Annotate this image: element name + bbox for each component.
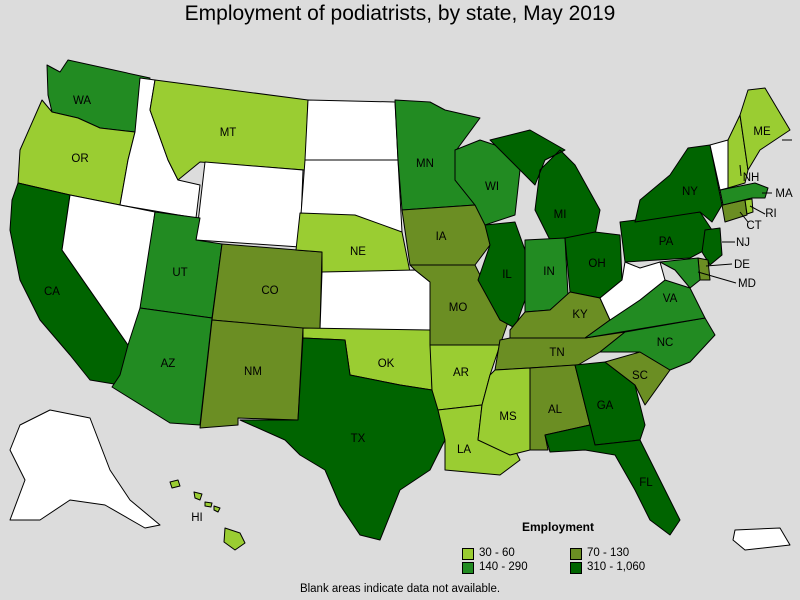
label-SC: SC <box>632 370 648 382</box>
label-RI: RI <box>765 208 777 220</box>
state-NY[interactable] <box>634 144 723 223</box>
label-PA: PA <box>659 236 674 248</box>
legend-swatch-4 <box>570 562 582 574</box>
label-IA: IA <box>436 231 447 243</box>
state-NJ[interactable] <box>701 227 723 266</box>
label-NH: NH <box>743 172 760 184</box>
label-FL: FL <box>639 477 653 489</box>
legend-swatch-2 <box>570 548 582 560</box>
label-leader-lines <box>697 139 792 284</box>
footnote: Blank areas indicate data not available. <box>299 583 501 595</box>
label-NJ: NJ <box>736 237 750 249</box>
legend-label-4: 310 - 1,060 <box>587 561 646 573</box>
state-HI[interactable] <box>169 479 246 551</box>
label-ME: ME <box>753 126 771 138</box>
label-AL: AL <box>548 404 563 416</box>
state-MD[interactable] <box>659 257 701 289</box>
legend-label-1: 30 - 60 <box>479 547 515 559</box>
label-MS: MS <box>499 411 517 423</box>
label-NC: NC <box>657 337 674 349</box>
state-KS[interactable] <box>319 269 431 331</box>
label-OR: OR <box>71 153 88 165</box>
label-IL: IL <box>502 269 512 281</box>
state-WI[interactable] <box>454 139 521 226</box>
label-MT: MT <box>220 127 237 139</box>
label-WI: WI <box>485 181 499 193</box>
label-DE: DE <box>734 259 750 271</box>
label-NM: NM <box>244 366 262 378</box>
state-MA[interactable] <box>719 182 769 206</box>
legend-label-2: 70 - 130 <box>587 547 630 559</box>
state-PR[interactable] <box>732 527 791 551</box>
state-FL[interactable] <box>544 424 681 536</box>
label-WA: WA <box>73 95 91 107</box>
label-MA: MA <box>775 188 793 200</box>
state-ME[interactable] <box>739 87 791 171</box>
state-ND[interactable] <box>304 99 399 161</box>
legend-swatch-1 <box>462 548 474 560</box>
label-MO: MO <box>449 302 468 314</box>
state-MI[interactable] <box>489 129 601 241</box>
legend-title: Employment <box>522 520 595 534</box>
label-HI: HI <box>191 512 203 524</box>
label-IN: IN <box>543 266 555 278</box>
state-SC[interactable] <box>604 351 671 406</box>
state-NC[interactable] <box>599 317 716 371</box>
label-CT: CT <box>746 220 761 232</box>
label-CA: CA <box>44 286 60 298</box>
legend: Employment 30 - 60 70 - 130 140 - 290 31… <box>462 518 702 578</box>
map-title: Employment of podiatrists, by state, May… <box>184 2 616 25</box>
state-labels: WA OR CA MT UT AZ CO NM NE OK TX MN IA M… <box>44 95 793 524</box>
legend-label-3: 140 - 290 <box>479 561 528 573</box>
label-NY: NY <box>682 186 698 198</box>
state-NH[interactable] <box>727 114 749 189</box>
state-WY[interactable] <box>195 161 304 248</box>
label-UT: UT <box>172 267 187 279</box>
state-TX[interactable] <box>239 337 446 541</box>
label-KY: KY <box>572 309 588 321</box>
label-AZ: AZ <box>161 358 176 370</box>
label-LA: LA <box>457 444 471 456</box>
label-MI: MI <box>554 209 567 221</box>
label-MD: MD <box>738 278 756 290</box>
label-CO: CO <box>261 285 278 297</box>
label-VA: VA <box>663 293 678 305</box>
label-GA: GA <box>597 400 614 412</box>
label-OH: OH <box>588 258 605 270</box>
label-MN: MN <box>416 158 434 170</box>
label-AR: AR <box>453 367 469 379</box>
state-RI[interactable] <box>744 198 754 215</box>
label-OK: OK <box>378 358 395 370</box>
state-AK[interactable] <box>9 409 161 529</box>
label-NE: NE <box>350 246 366 258</box>
label-TN: TN <box>549 347 564 359</box>
legend-swatch-3 <box>462 562 474 574</box>
label-TX: TX <box>351 433 366 445</box>
